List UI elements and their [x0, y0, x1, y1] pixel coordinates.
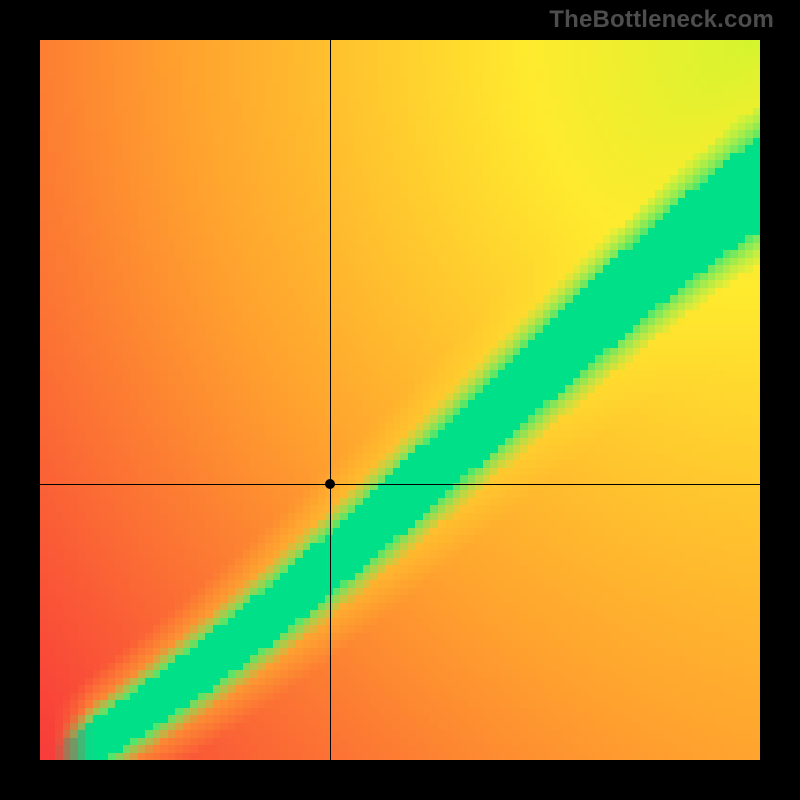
frame-right — [760, 0, 800, 800]
frame-bottom — [0, 760, 800, 800]
heatmap-plot — [40, 40, 760, 760]
chart-container: { "watermark": "TheBottleneck.com", "lay… — [0, 0, 800, 800]
crosshair-horizontal — [40, 484, 760, 485]
crosshair-vertical — [330, 40, 331, 760]
watermark-text: TheBottleneck.com — [549, 6, 774, 34]
frame-left — [0, 0, 40, 800]
heatmap-grid — [40, 40, 760, 760]
